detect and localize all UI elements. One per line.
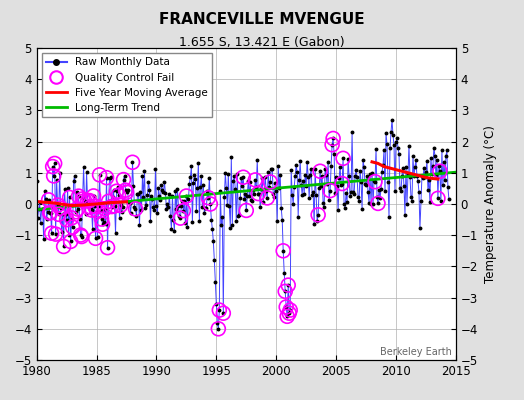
Point [176, 215, 184, 221]
Point [92, 207, 101, 214]
Point [286, 307, 294, 313]
Point [50, 160, 59, 167]
Point [279, 248, 287, 254]
Point [251, 177, 259, 183]
Point [242, 207, 250, 214]
Point [85, 197, 94, 204]
Point [59, 243, 68, 250]
Point [95, 172, 104, 178]
Point [128, 159, 137, 166]
Point [132, 206, 140, 212]
Point [328, 142, 336, 148]
Point [263, 195, 271, 201]
Point [68, 215, 76, 221]
Point [73, 206, 82, 212]
Point [97, 216, 106, 222]
Point [66, 194, 74, 201]
Point [371, 178, 379, 185]
Point [83, 198, 92, 204]
Point [112, 188, 121, 194]
Point [80, 198, 89, 204]
Point [104, 198, 113, 204]
Point [77, 232, 85, 238]
Legend: Raw Monthly Data, Quality Control Fail, Five Year Moving Average, Long-Term Tren: Raw Monthly Data, Quality Control Fail, … [42, 53, 212, 117]
Point [206, 201, 214, 207]
Point [339, 155, 347, 162]
Point [90, 203, 99, 209]
Point [88, 207, 96, 213]
Point [79, 196, 87, 202]
Point [254, 190, 263, 197]
Point [48, 163, 57, 170]
Point [283, 313, 291, 320]
Point [107, 203, 116, 210]
Point [122, 187, 130, 193]
Point [114, 192, 123, 198]
Point [314, 212, 322, 218]
Point [48, 230, 56, 236]
Point [91, 235, 100, 242]
Point [101, 206, 109, 212]
Point [67, 238, 75, 245]
Point [69, 224, 77, 230]
Point [62, 216, 71, 223]
Point [326, 188, 334, 194]
Point [78, 233, 86, 240]
Point [436, 168, 444, 174]
Point [214, 326, 223, 332]
Text: FRANCEVILLE MVENGUE: FRANCEVILLE MVENGUE [159, 12, 365, 27]
Point [285, 310, 293, 316]
Point [329, 135, 337, 142]
Point [102, 174, 111, 181]
Point [47, 209, 55, 216]
Point [215, 307, 224, 313]
Point [179, 208, 188, 214]
Point [99, 221, 107, 228]
Text: Berkeley Earth: Berkeley Earth [380, 347, 452, 357]
Point [284, 282, 292, 288]
Point [49, 173, 58, 179]
Point [374, 200, 382, 207]
Y-axis label: Temperature Anomaly (°C): Temperature Anomaly (°C) [484, 125, 497, 283]
Point [338, 180, 346, 187]
Point [239, 174, 247, 180]
Point [103, 244, 112, 251]
Point [434, 195, 442, 202]
Point [90, 193, 98, 199]
Point [122, 189, 130, 195]
Point [51, 231, 60, 237]
Point [281, 288, 289, 294]
Point [266, 179, 275, 185]
Point [182, 193, 191, 199]
Point [219, 310, 227, 316]
Point [282, 304, 290, 310]
Text: 1.655 S, 13.421 E (Gabon): 1.655 S, 13.421 E (Gabon) [179, 36, 345, 49]
Point [71, 208, 80, 215]
Point [74, 193, 83, 199]
Point [119, 176, 128, 183]
Point [204, 194, 213, 201]
Point [111, 203, 119, 209]
Point [116, 202, 125, 209]
Point [54, 211, 63, 218]
Point [53, 202, 62, 208]
Point [46, 210, 54, 216]
Point [45, 197, 53, 203]
Point [86, 204, 95, 210]
Point [316, 168, 324, 174]
Point [57, 205, 65, 212]
